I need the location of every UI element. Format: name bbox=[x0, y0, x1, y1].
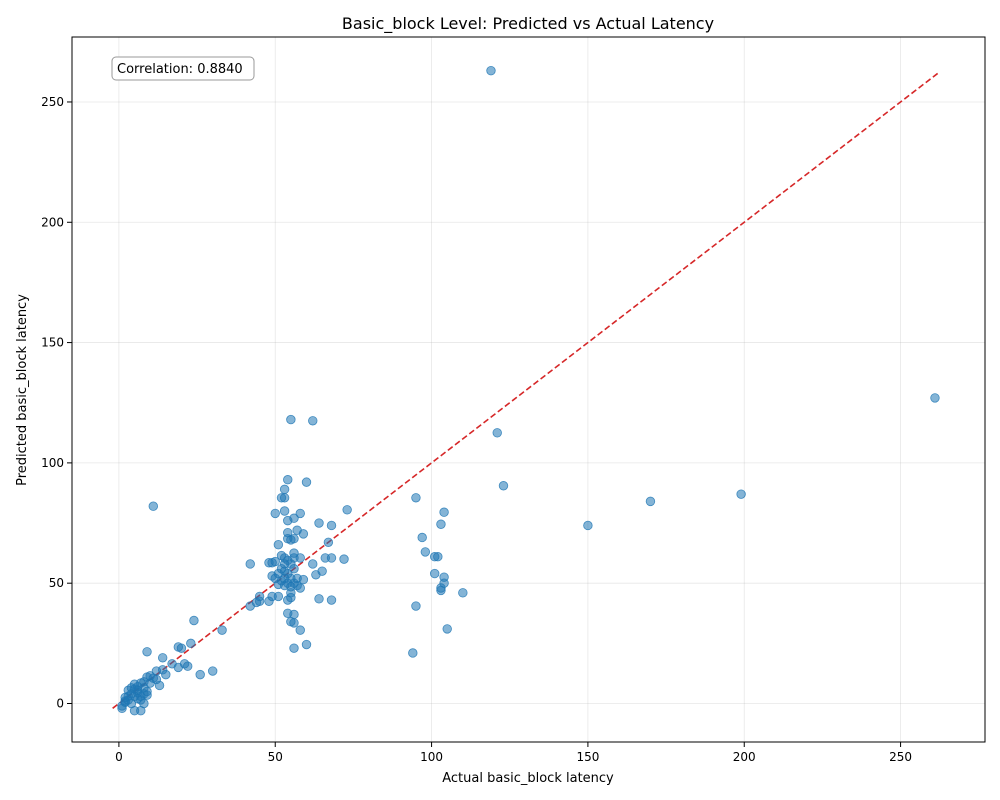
data-point-1 bbox=[930, 393, 940, 403]
data-point-16 bbox=[279, 506, 290, 516]
data-point-48 bbox=[289, 564, 299, 574]
data-point-97 bbox=[173, 662, 184, 673]
x-tick-label-3: 150 bbox=[576, 750, 599, 764]
data-point-149 bbox=[436, 585, 446, 596]
data-point-17 bbox=[270, 508, 280, 519]
data-point-99 bbox=[208, 666, 218, 676]
grid bbox=[72, 37, 985, 742]
y-tick-label-1: 50 bbox=[49, 576, 64, 590]
data-point-18 bbox=[295, 508, 305, 519]
data-point-153 bbox=[408, 648, 418, 658]
data-point-123 bbox=[136, 706, 146, 716]
annotation-text: Correlation: 0.8840 bbox=[117, 62, 243, 77]
data-point-30 bbox=[273, 539, 284, 550]
data-point-42 bbox=[267, 558, 277, 568]
data-point-84 bbox=[295, 625, 305, 635]
data-point-92 bbox=[142, 647, 152, 657]
data-point-12 bbox=[279, 484, 290, 495]
data-point-89 bbox=[186, 638, 196, 649]
data-point-22 bbox=[326, 520, 337, 531]
data-point-6 bbox=[492, 428, 502, 438]
data-point-35 bbox=[295, 553, 305, 563]
data-point-152 bbox=[442, 624, 452, 634]
data-point-5 bbox=[498, 481, 509, 491]
data-point-85 bbox=[301, 639, 312, 650]
x-tick-label-2: 100 bbox=[420, 750, 443, 764]
x-tick-label-4: 200 bbox=[733, 750, 756, 764]
data-point-72 bbox=[273, 591, 284, 602]
data-point-137 bbox=[136, 691, 146, 701]
chart-title: Basic_block Level: Predicted vs Actual L… bbox=[342, 14, 714, 34]
data-point-46 bbox=[308, 559, 318, 569]
data-point-59 bbox=[298, 574, 309, 585]
data-point-29 bbox=[323, 537, 334, 547]
data-point-140 bbox=[420, 547, 431, 557]
data-point-133 bbox=[120, 692, 130, 703]
annotation-box bbox=[111, 56, 255, 81]
x-tick-label-0: 0 bbox=[115, 750, 123, 764]
y-tick-label-4: 200 bbox=[41, 215, 64, 229]
data-point-9 bbox=[308, 416, 318, 426]
data-point-37 bbox=[326, 553, 337, 563]
y-tick-label-5: 250 bbox=[41, 95, 64, 109]
data-point-15 bbox=[342, 505, 352, 515]
y-tick-label-0: 0 bbox=[56, 697, 64, 711]
correlation-annotation: Correlation: 0.8840 bbox=[111, 56, 255, 81]
y-axis-label: Predicted basic_block latency bbox=[15, 294, 30, 486]
data-point-53 bbox=[311, 570, 321, 580]
data-point-88 bbox=[217, 625, 227, 635]
data-point-128 bbox=[151, 674, 162, 685]
data-points bbox=[117, 65, 940, 716]
data-point-144 bbox=[436, 519, 446, 529]
data-point-38 bbox=[339, 554, 349, 564]
x-axis-label: Actual basic_block latency bbox=[442, 771, 614, 786]
data-point-141 bbox=[417, 532, 427, 543]
data-point-79 bbox=[326, 595, 337, 605]
axis-ticks: 0 50 100 150 200 250 0 50 100 150 200 250 bbox=[41, 95, 912, 764]
data-point-3 bbox=[645, 496, 656, 507]
x-tick-label-1: 50 bbox=[268, 750, 283, 764]
data-point-76 bbox=[245, 601, 255, 611]
data-point-142 bbox=[411, 493, 421, 503]
y-tick-label-3: 150 bbox=[41, 336, 64, 350]
data-point-143 bbox=[439, 507, 449, 517]
data-point-0 bbox=[486, 65, 496, 76]
data-point-78 bbox=[314, 594, 324, 604]
data-point-98 bbox=[195, 669, 205, 680]
data-point-43 bbox=[245, 559, 255, 569]
data-point-151 bbox=[411, 601, 421, 611]
data-point-14 bbox=[279, 493, 290, 503]
data-point-87 bbox=[189, 615, 199, 626]
data-point-96 bbox=[182, 661, 193, 671]
data-point-83 bbox=[289, 618, 299, 628]
plot-frame bbox=[71, 36, 986, 743]
data-point-20 bbox=[289, 513, 299, 523]
data-point-77 bbox=[264, 596, 274, 606]
data-point-132 bbox=[126, 698, 137, 709]
data-point-70 bbox=[283, 595, 293, 605]
y-tick-label-2: 100 bbox=[41, 456, 64, 470]
data-point-21 bbox=[314, 518, 324, 528]
data-point-93 bbox=[157, 653, 168, 663]
data-point-67 bbox=[295, 583, 305, 593]
data-point-4 bbox=[583, 520, 593, 531]
data-point-145 bbox=[429, 568, 440, 579]
data-point-7 bbox=[148, 501, 158, 511]
data-point-139 bbox=[433, 552, 443, 562]
data-point-86 bbox=[289, 643, 299, 653]
data-point-2 bbox=[736, 489, 746, 499]
data-point-135 bbox=[129, 684, 140, 694]
data-point-10 bbox=[283, 475, 293, 485]
data-point-25 bbox=[298, 529, 309, 539]
data-point-11 bbox=[301, 477, 312, 487]
data-point-91 bbox=[176, 643, 187, 653]
data-point-150 bbox=[458, 588, 468, 598]
data-point-8 bbox=[286, 414, 296, 425]
data-point-28 bbox=[283, 533, 293, 544]
x-tick-label-5: 250 bbox=[889, 750, 912, 764]
